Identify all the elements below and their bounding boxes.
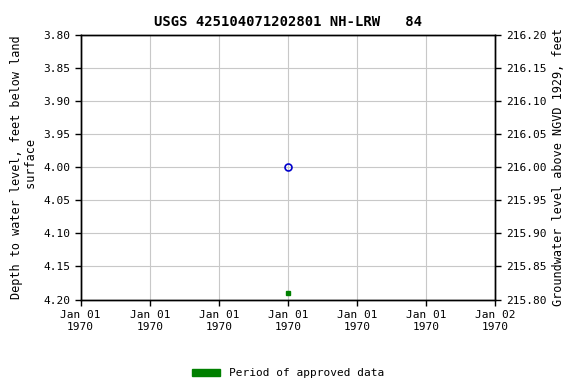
Y-axis label: Depth to water level, feet below land
 surface: Depth to water level, feet below land su…	[10, 35, 37, 299]
Y-axis label: Groundwater level above NGVD 1929, feet: Groundwater level above NGVD 1929, feet	[552, 28, 565, 306]
Legend: Period of approved data: Period of approved data	[192, 368, 384, 379]
Title: USGS 425104071202801 NH-LRW   84: USGS 425104071202801 NH-LRW 84	[154, 15, 422, 29]
